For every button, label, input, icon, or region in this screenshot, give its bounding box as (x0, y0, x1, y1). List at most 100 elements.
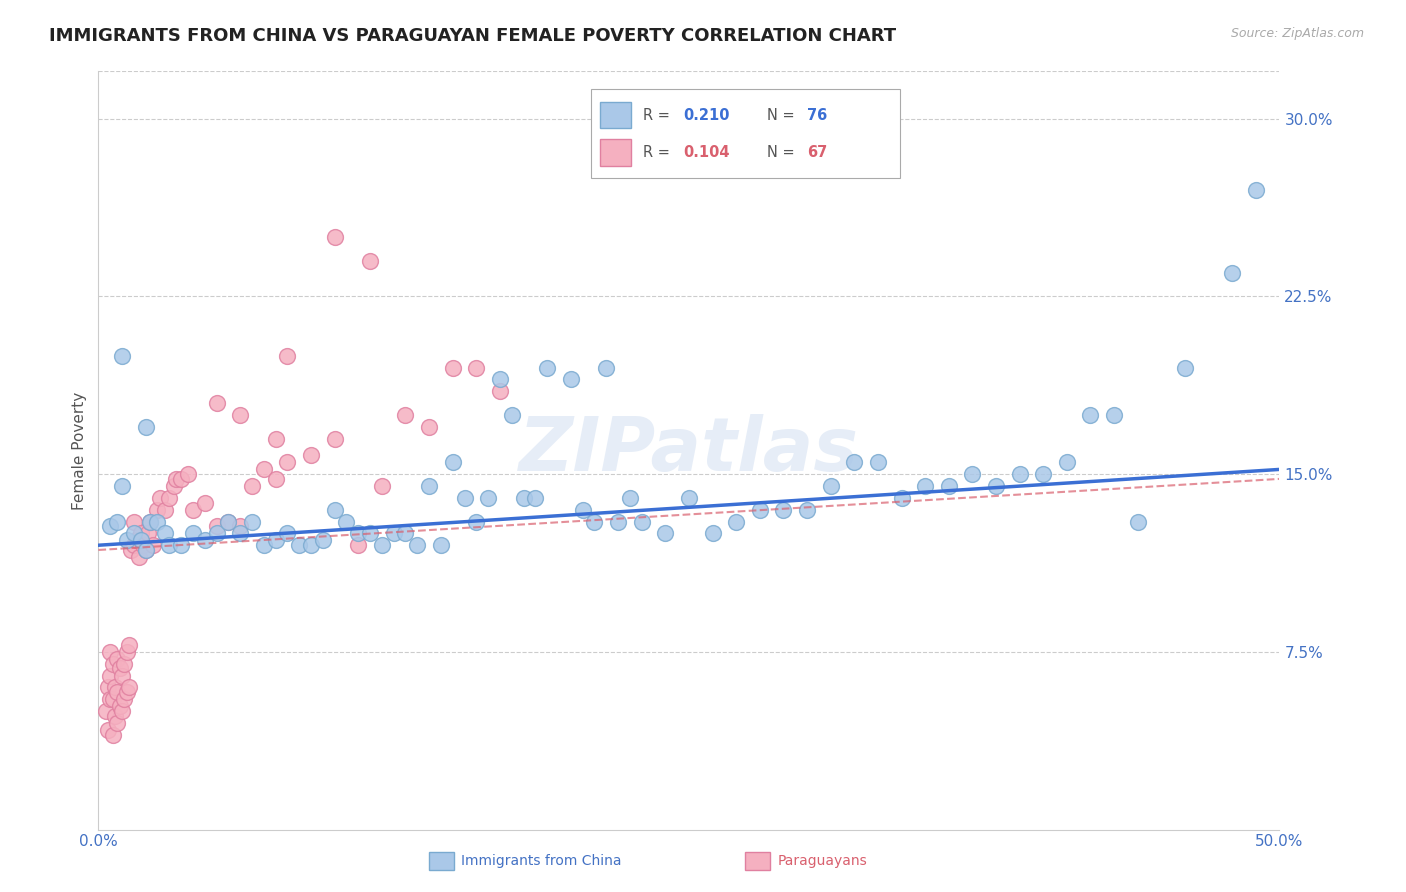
Point (194, 495, 217, 509)
Text: 0.210: 0.210 (683, 108, 730, 122)
Point (98, 645, 121, 659)
Point (104, 708, 127, 723)
Point (105, 515, 128, 529)
Text: ZIPatlas: ZIPatlas (519, 414, 859, 487)
Point (170, 472, 193, 486)
Point (132, 538, 155, 552)
Point (253, 462, 276, 476)
Point (371, 479, 394, 493)
Point (139, 515, 162, 529)
Point (205, 526, 228, 541)
Point (170, 538, 193, 552)
Point (890, 491, 912, 505)
Point (217, 515, 239, 529)
Point (118, 681, 141, 695)
Text: N =: N = (766, 145, 799, 160)
Point (97, 723, 120, 737)
Point (112, 692, 135, 706)
Point (194, 533, 217, 548)
Point (453, 491, 475, 505)
Point (725, 515, 748, 529)
Point (512, 491, 534, 505)
Point (772, 502, 794, 516)
Text: Source: ZipAtlas.com: Source: ZipAtlas.com (1230, 27, 1364, 40)
Point (371, 538, 394, 552)
Point (465, 515, 488, 529)
Point (115, 685, 138, 699)
Point (240, 515, 263, 529)
Text: IMMIGRANTS FROM CHINA VS PARAGUAYAN FEMALE POVERTY CORRELATION CHART: IMMIGRANTS FROM CHINA VS PARAGUAYAN FEMA… (49, 27, 897, 45)
Point (1056, 455, 1078, 469)
Point (962, 467, 984, 482)
Point (111, 479, 134, 493)
Point (101, 692, 124, 706)
Point (560, 372, 582, 386)
Point (112, 657, 135, 671)
Text: N =: N = (766, 108, 799, 122)
Point (205, 519, 228, 533)
Point (181, 526, 204, 541)
Point (323, 432, 346, 446)
Point (678, 491, 700, 505)
Point (465, 360, 488, 375)
Point (94, 704, 117, 718)
Point (1008, 467, 1031, 482)
Point (489, 384, 512, 399)
Point (111, 668, 134, 682)
Y-axis label: Female Poverty: Female Poverty (72, 392, 87, 509)
Point (382, 526, 405, 541)
Point (441, 455, 464, 469)
Text: 76: 76 (807, 108, 827, 122)
Text: R =: R = (643, 145, 675, 160)
Point (359, 254, 381, 268)
Point (240, 479, 263, 493)
Point (136, 526, 159, 541)
Point (139, 515, 162, 529)
Point (914, 479, 936, 493)
Text: Immigrants from China: Immigrants from China (461, 854, 621, 868)
Point (105, 685, 128, 699)
Point (264, 472, 287, 486)
Text: R =: R = (643, 108, 675, 122)
Point (105, 652, 128, 666)
Point (153, 502, 176, 516)
Point (477, 491, 499, 505)
Point (394, 526, 416, 541)
Point (844, 455, 866, 469)
Point (128, 550, 150, 565)
Point (335, 515, 357, 529)
Text: 0.104: 0.104 (683, 145, 730, 160)
Point (418, 419, 440, 434)
Point (276, 526, 298, 541)
Point (1032, 467, 1054, 482)
Text: Paraguayans: Paraguayans (778, 854, 868, 868)
Point (108, 699, 131, 714)
Point (125, 533, 148, 548)
Point (654, 526, 676, 541)
Point (135, 543, 157, 558)
Point (984, 479, 1007, 493)
Point (97, 681, 120, 695)
Point (323, 230, 346, 244)
Point (489, 372, 512, 386)
Point (619, 491, 641, 505)
Point (418, 479, 440, 493)
Point (122, 526, 145, 541)
Point (111, 704, 134, 718)
Point (595, 360, 617, 375)
Point (115, 533, 138, 548)
Point (288, 538, 311, 552)
Point (630, 515, 652, 529)
Point (323, 502, 346, 516)
Point (217, 515, 239, 529)
Point (866, 455, 889, 469)
Point (163, 479, 186, 493)
Point (135, 543, 157, 558)
Point (181, 502, 204, 516)
Point (115, 645, 138, 659)
Point (359, 526, 381, 541)
Point (276, 455, 298, 469)
Point (347, 526, 370, 541)
Point (142, 538, 165, 552)
Point (1174, 360, 1197, 375)
